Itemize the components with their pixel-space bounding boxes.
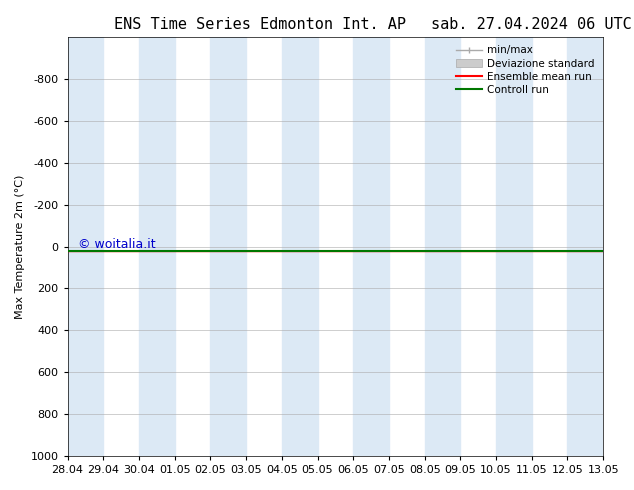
Bar (425, 37, 460, 456)
Text: sab. 27.04.2024 06 UTC: sab. 27.04.2024 06 UTC (431, 17, 632, 32)
Y-axis label: Max Temperature 2m (°C): Max Temperature 2m (°C) (15, 174, 25, 318)
Bar (353, 37, 389, 456)
Bar (68, 37, 103, 456)
Bar (282, 37, 318, 456)
Bar (496, 37, 532, 456)
Legend: min/max, Deviazione standard, Ensemble mean run, Controll run: min/max, Deviazione standard, Ensemble m… (453, 42, 598, 98)
Bar (139, 37, 175, 456)
Bar (210, 37, 246, 456)
Text: ENS Time Series Edmonton Int. AP: ENS Time Series Edmonton Int. AP (114, 17, 406, 32)
Text: © woitalia.it: © woitalia.it (78, 238, 156, 251)
Bar (567, 37, 603, 456)
